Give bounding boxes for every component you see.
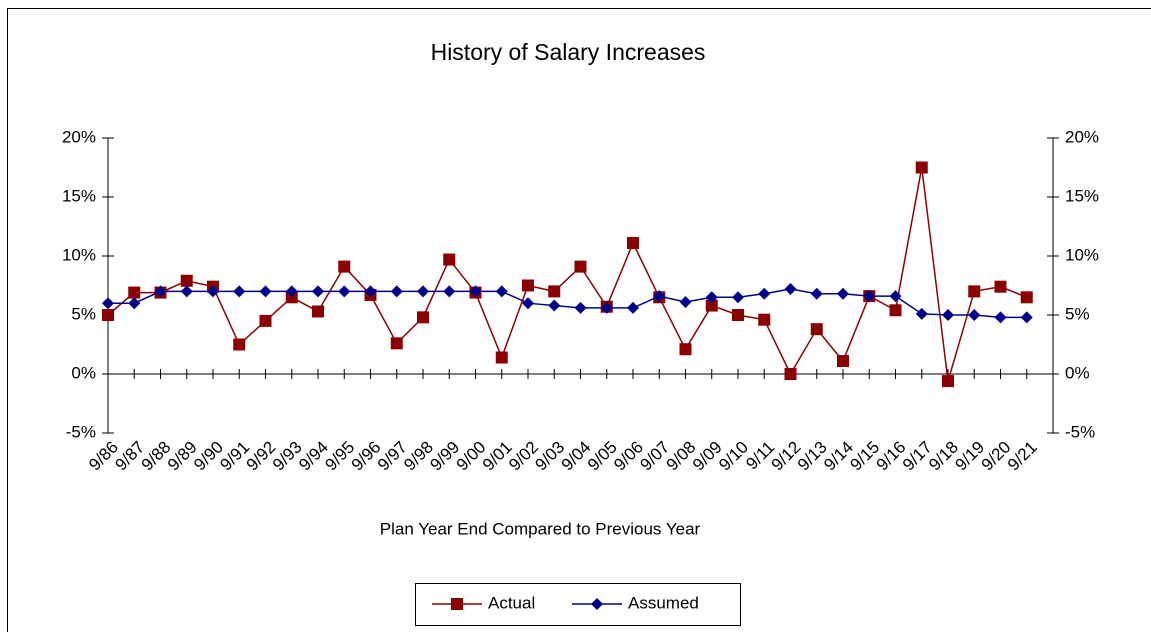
data-point bbox=[705, 291, 718, 304]
data-point bbox=[522, 279, 534, 292]
data-point bbox=[180, 285, 193, 298]
data-point bbox=[259, 314, 272, 327]
data-point bbox=[784, 368, 797, 380]
data-point bbox=[915, 307, 928, 320]
data-point bbox=[443, 285, 456, 298]
legend-marker bbox=[591, 598, 603, 610]
data-point bbox=[285, 285, 298, 298]
data-point bbox=[338, 285, 351, 298]
data-point bbox=[837, 287, 849, 300]
y-tick-label: 5% bbox=[71, 304, 96, 323]
data-point bbox=[312, 305, 324, 318]
data-point bbox=[942, 375, 954, 388]
data-point bbox=[837, 355, 849, 368]
series-line bbox=[108, 288, 1027, 319]
data-point bbox=[417, 311, 429, 324]
data-point bbox=[180, 274, 193, 287]
data-point bbox=[522, 297, 534, 310]
data-point bbox=[443, 253, 456, 266]
data-point bbox=[994, 311, 1007, 324]
y-tick-label: 10% bbox=[62, 245, 96, 264]
data-point bbox=[259, 285, 272, 298]
legend-label: Actual bbox=[488, 593, 535, 612]
data-point bbox=[705, 299, 718, 312]
data-point bbox=[627, 301, 639, 314]
data-point bbox=[915, 161, 928, 174]
legend-label: Assumed bbox=[628, 593, 699, 612]
data-point bbox=[627, 237, 639, 250]
data-point bbox=[994, 280, 1007, 293]
data-point bbox=[495, 351, 508, 364]
y-tick-label: -5% bbox=[66, 422, 96, 441]
data-point bbox=[968, 309, 981, 321]
data-point bbox=[810, 287, 823, 300]
data-point bbox=[679, 296, 692, 309]
data-point bbox=[732, 309, 744, 321]
data-point bbox=[758, 313, 771, 326]
data-point bbox=[338, 260, 351, 273]
data-point bbox=[495, 285, 508, 298]
data-point bbox=[600, 301, 613, 314]
y2-tick-label: 5% bbox=[1065, 304, 1090, 323]
data-point bbox=[548, 285, 561, 298]
data-point bbox=[233, 285, 246, 298]
data-point bbox=[574, 260, 587, 273]
data-point bbox=[679, 343, 692, 356]
data-point bbox=[758, 287, 771, 300]
data-point bbox=[653, 290, 666, 303]
data-point bbox=[968, 285, 981, 298]
data-point bbox=[390, 285, 403, 298]
data-point bbox=[942, 309, 954, 321]
data-point bbox=[364, 285, 377, 298]
data-point bbox=[312, 285, 324, 298]
y2-tick-label: 0% bbox=[1065, 363, 1090, 382]
chart-title: History of Salary Increases bbox=[431, 39, 706, 65]
y-tick-label: 20% bbox=[62, 127, 96, 146]
y-tick-label: 0% bbox=[71, 363, 96, 382]
x-axis-title: Plan Year End Compared to Previous Year bbox=[380, 519, 701, 538]
data-point bbox=[102, 309, 114, 321]
legend-marker bbox=[451, 598, 463, 610]
data-point bbox=[732, 291, 744, 304]
data-point bbox=[548, 299, 561, 312]
data-point bbox=[810, 323, 823, 336]
x-tick-label: 9/21 bbox=[1004, 438, 1041, 475]
series-line bbox=[107, 167, 1028, 382]
data-point bbox=[889, 290, 902, 303]
data-point bbox=[154, 285, 167, 298]
y2-tick-label: -5% bbox=[1065, 422, 1095, 441]
data-point bbox=[390, 337, 403, 350]
y2-tick-label: 20% bbox=[1065, 127, 1099, 146]
y-tick-label: 15% bbox=[62, 186, 96, 205]
data-point bbox=[1020, 311, 1033, 324]
chart-border bbox=[7, 8, 1151, 632]
data-point bbox=[128, 297, 141, 310]
data-point bbox=[207, 285, 219, 298]
data-point bbox=[128, 286, 141, 299]
data-point bbox=[574, 301, 587, 314]
data-point bbox=[417, 285, 429, 298]
data-point bbox=[784, 283, 797, 296]
data-point bbox=[233, 338, 246, 351]
data-point bbox=[469, 285, 482, 298]
data-point bbox=[889, 304, 902, 317]
data-point bbox=[102, 297, 114, 310]
data-point bbox=[1020, 291, 1033, 304]
y2-tick-label: 15% bbox=[1065, 186, 1099, 205]
data-point bbox=[863, 290, 876, 303]
y2-tick-label: 10% bbox=[1065, 245, 1099, 264]
